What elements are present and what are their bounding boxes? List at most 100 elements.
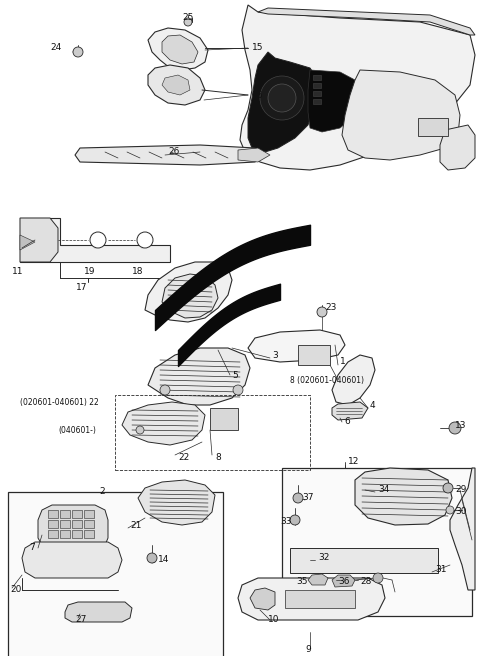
Text: 9: 9 bbox=[305, 646, 311, 655]
Circle shape bbox=[449, 422, 461, 434]
Polygon shape bbox=[162, 35, 198, 64]
Text: 7: 7 bbox=[29, 544, 35, 552]
Circle shape bbox=[446, 506, 454, 514]
Circle shape bbox=[290, 515, 300, 525]
Text: 36: 36 bbox=[338, 577, 349, 586]
Text: 31: 31 bbox=[435, 565, 446, 575]
Text: 10: 10 bbox=[268, 615, 279, 625]
Circle shape bbox=[268, 84, 296, 112]
Polygon shape bbox=[342, 70, 460, 160]
Polygon shape bbox=[20, 218, 170, 262]
Text: 32: 32 bbox=[318, 554, 329, 562]
Text: 16: 16 bbox=[252, 91, 264, 100]
Polygon shape bbox=[308, 70, 358, 132]
Circle shape bbox=[160, 385, 170, 395]
Polygon shape bbox=[240, 5, 475, 170]
Polygon shape bbox=[238, 148, 270, 162]
Polygon shape bbox=[148, 28, 208, 70]
Text: 12: 12 bbox=[348, 457, 360, 466]
FancyBboxPatch shape bbox=[60, 530, 70, 538]
Text: 4: 4 bbox=[370, 401, 376, 409]
Text: 8: 8 bbox=[215, 453, 221, 462]
FancyBboxPatch shape bbox=[418, 118, 448, 136]
Polygon shape bbox=[122, 402, 205, 445]
Text: 30: 30 bbox=[455, 508, 467, 516]
FancyBboxPatch shape bbox=[60, 520, 70, 528]
FancyBboxPatch shape bbox=[84, 530, 94, 538]
Circle shape bbox=[136, 426, 144, 434]
Text: 27: 27 bbox=[75, 615, 86, 625]
FancyBboxPatch shape bbox=[72, 520, 82, 528]
Polygon shape bbox=[138, 480, 215, 525]
Text: 26: 26 bbox=[168, 148, 180, 157]
FancyBboxPatch shape bbox=[313, 75, 321, 80]
Circle shape bbox=[317, 307, 327, 317]
Polygon shape bbox=[148, 65, 205, 105]
Text: 33: 33 bbox=[280, 518, 292, 527]
Polygon shape bbox=[450, 468, 475, 590]
Text: 6: 6 bbox=[344, 417, 350, 426]
Polygon shape bbox=[20, 235, 35, 250]
Polygon shape bbox=[162, 274, 218, 318]
FancyBboxPatch shape bbox=[313, 83, 321, 88]
Text: 37: 37 bbox=[302, 493, 313, 502]
Polygon shape bbox=[332, 402, 368, 420]
Circle shape bbox=[90, 232, 106, 248]
Circle shape bbox=[233, 385, 243, 395]
FancyBboxPatch shape bbox=[290, 548, 438, 573]
Polygon shape bbox=[250, 588, 275, 610]
FancyBboxPatch shape bbox=[48, 530, 58, 538]
Text: 14: 14 bbox=[158, 556, 169, 565]
Text: 21: 21 bbox=[130, 520, 142, 529]
Polygon shape bbox=[332, 575, 355, 587]
FancyBboxPatch shape bbox=[313, 91, 321, 96]
Text: 1: 1 bbox=[340, 358, 346, 367]
FancyBboxPatch shape bbox=[298, 345, 330, 365]
Text: 24: 24 bbox=[51, 43, 62, 52]
Polygon shape bbox=[22, 542, 122, 578]
Text: 3: 3 bbox=[272, 350, 278, 359]
Text: 11: 11 bbox=[12, 268, 24, 276]
FancyBboxPatch shape bbox=[72, 530, 82, 538]
Polygon shape bbox=[20, 218, 58, 262]
Circle shape bbox=[137, 232, 153, 248]
Polygon shape bbox=[38, 505, 108, 548]
Polygon shape bbox=[65, 602, 132, 622]
Text: 28: 28 bbox=[360, 577, 372, 586]
Polygon shape bbox=[238, 578, 385, 620]
Polygon shape bbox=[162, 75, 190, 95]
Text: 23: 23 bbox=[325, 304, 336, 312]
Circle shape bbox=[443, 483, 453, 493]
Polygon shape bbox=[248, 52, 318, 152]
FancyBboxPatch shape bbox=[60, 510, 70, 518]
Circle shape bbox=[73, 47, 83, 57]
Polygon shape bbox=[258, 8, 475, 35]
Circle shape bbox=[260, 76, 304, 120]
Text: 22: 22 bbox=[178, 453, 189, 462]
FancyBboxPatch shape bbox=[84, 520, 94, 528]
Polygon shape bbox=[308, 574, 328, 585]
Polygon shape bbox=[148, 348, 250, 405]
Circle shape bbox=[147, 553, 157, 563]
Text: 13: 13 bbox=[455, 420, 467, 430]
Text: 15: 15 bbox=[252, 43, 264, 52]
Text: 19: 19 bbox=[84, 268, 96, 276]
Polygon shape bbox=[145, 262, 232, 322]
FancyBboxPatch shape bbox=[210, 408, 238, 430]
FancyBboxPatch shape bbox=[313, 99, 321, 104]
Text: 2: 2 bbox=[99, 487, 105, 497]
Polygon shape bbox=[440, 125, 475, 170]
Polygon shape bbox=[332, 355, 375, 405]
FancyBboxPatch shape bbox=[285, 590, 355, 608]
FancyBboxPatch shape bbox=[48, 510, 58, 518]
Text: 8 (020601-040601): 8 (020601-040601) bbox=[290, 375, 364, 384]
Circle shape bbox=[373, 573, 383, 583]
Text: 17: 17 bbox=[76, 283, 88, 293]
Text: 20: 20 bbox=[10, 586, 22, 594]
Text: 18: 18 bbox=[132, 268, 144, 276]
Text: 29: 29 bbox=[455, 485, 467, 495]
FancyBboxPatch shape bbox=[48, 520, 58, 528]
Polygon shape bbox=[355, 468, 452, 525]
FancyBboxPatch shape bbox=[282, 468, 472, 616]
FancyBboxPatch shape bbox=[84, 510, 94, 518]
